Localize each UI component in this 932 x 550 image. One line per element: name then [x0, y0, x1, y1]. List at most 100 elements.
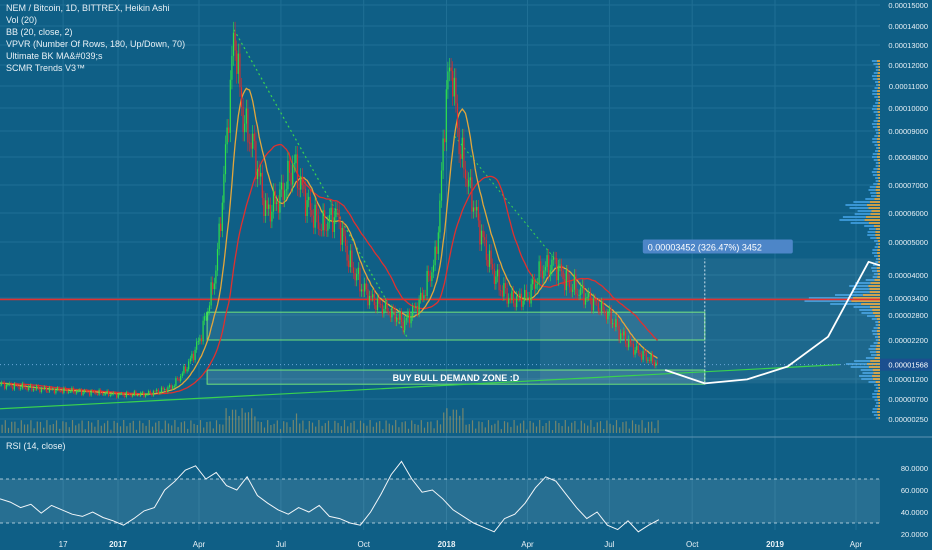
volume-bar — [609, 423, 611, 433]
candle-body — [407, 311, 409, 319]
candle-body — [218, 223, 220, 250]
candle-body — [314, 204, 316, 228]
volume-profile-bar-up — [867, 231, 876, 233]
volume-bar — [606, 420, 608, 433]
candle-body — [423, 295, 425, 299]
candle-body — [29, 385, 31, 387]
candle-body — [216, 249, 219, 271]
candle-body — [322, 210, 324, 231]
volume-bar — [497, 420, 499, 433]
volume-profile-bar-down — [878, 99, 880, 101]
legend-indicator[interactable]: Vol (20) — [6, 15, 38, 25]
candle-body — [120, 393, 123, 395]
candle-body — [290, 172, 292, 185]
volume-bar — [171, 425, 173, 433]
candle-body — [469, 177, 471, 181]
volume-bar — [529, 420, 531, 433]
volume-bar — [532, 422, 534, 433]
volume-bar — [142, 423, 144, 433]
candle-body — [276, 202, 278, 204]
candle-body — [189, 358, 191, 362]
candle-body — [56, 387, 59, 390]
candle-body — [77, 390, 79, 392]
candle-body — [367, 289, 369, 306]
candle-body — [151, 393, 153, 396]
volume-bar — [308, 420, 310, 433]
candle-body — [514, 303, 516, 308]
volume-profile-bar-up — [872, 90, 878, 92]
volume-profile-bar-up — [875, 150, 879, 152]
volume-bar — [289, 427, 291, 433]
candle-body — [376, 298, 379, 311]
volume-bar — [567, 426, 570, 433]
candle-body — [111, 394, 113, 396]
legend-title[interactable]: NEM / Bitcoin, 1D, BITTREX, Heikin Ashi — [6, 3, 170, 13]
volume-bar — [39, 421, 42, 433]
candle-body — [210, 282, 212, 306]
candle-body — [90, 390, 92, 396]
rsi-tick-label: 20.0000 — [901, 530, 928, 539]
volume-profile-bar-up — [874, 96, 878, 98]
candle-body — [600, 301, 603, 312]
candle-body — [464, 169, 467, 179]
candle-body — [629, 339, 631, 344]
candle-body — [380, 303, 382, 305]
volume-bar — [49, 424, 51, 433]
candle-body — [104, 393, 107, 395]
volume-profile-bar-down — [878, 81, 880, 83]
candle-body — [492, 264, 494, 269]
candle-body — [618, 325, 620, 340]
candle-body — [287, 160, 289, 190]
volume-profile-bar-up — [868, 348, 876, 350]
volume-profile-bar-up — [872, 333, 878, 335]
candle-body — [344, 236, 347, 246]
volume-profile-bar-up — [875, 324, 879, 326]
candle-body — [351, 250, 353, 268]
candle-body — [125, 392, 127, 398]
volume-bar — [612, 425, 614, 433]
candle-body — [496, 269, 499, 277]
price-tick-label: 0.00012000 — [888, 61, 928, 70]
zones — [0, 29, 932, 410]
volume-profile-bar-down — [876, 156, 880, 158]
candle-body — [596, 301, 598, 303]
volume-profile-bar-up — [852, 288, 870, 290]
candle-body — [468, 180, 470, 187]
candle-body — [204, 316, 206, 321]
volume-profile-bar-up — [872, 78, 878, 80]
volume-bar — [139, 420, 141, 433]
legend-indicator[interactable]: SCMR Trends V3™ — [6, 63, 86, 73]
volume-bar — [507, 422, 509, 433]
legend-indicator[interactable]: Ultimate BK MA&#039;s — [6, 51, 103, 61]
volume-bar — [94, 426, 96, 433]
candle-body — [85, 390, 87, 392]
volume-bar — [353, 420, 355, 433]
candle-body — [416, 305, 419, 314]
volume-profile-bar-up — [873, 120, 878, 122]
candle-body — [453, 77, 455, 97]
volume-profile-bar-down — [878, 258, 880, 260]
legend-indicator[interactable]: BB (20, close, 2) — [6, 27, 73, 37]
volume-profile-bar-up — [876, 147, 879, 149]
volume-bar — [491, 425, 493, 433]
volume-bar — [196, 425, 198, 433]
volume-bar — [599, 421, 602, 433]
candle-body — [511, 291, 513, 300]
candle-body — [128, 393, 131, 395]
volume-profile-bar-up — [872, 93, 878, 95]
legend-indicator[interactable]: VPVR (Number Of Rows, 180, Up/Down, 70) — [6, 39, 186, 49]
candle-body — [234, 32, 236, 51]
candle-body — [583, 285, 585, 305]
volume-profile-bar-down — [876, 75, 880, 77]
volume-bar — [398, 427, 400, 433]
candle-body — [285, 189, 287, 191]
candle-body — [66, 389, 68, 393]
candle-body — [117, 394, 119, 398]
candle-body — [437, 232, 439, 254]
volume-bar — [203, 427, 205, 433]
volume-profile-bar-down — [869, 306, 880, 308]
rsi-legend[interactable]: RSI (14, close) — [6, 441, 66, 451]
candle-body — [181, 373, 183, 377]
volume-bar — [657, 420, 659, 433]
